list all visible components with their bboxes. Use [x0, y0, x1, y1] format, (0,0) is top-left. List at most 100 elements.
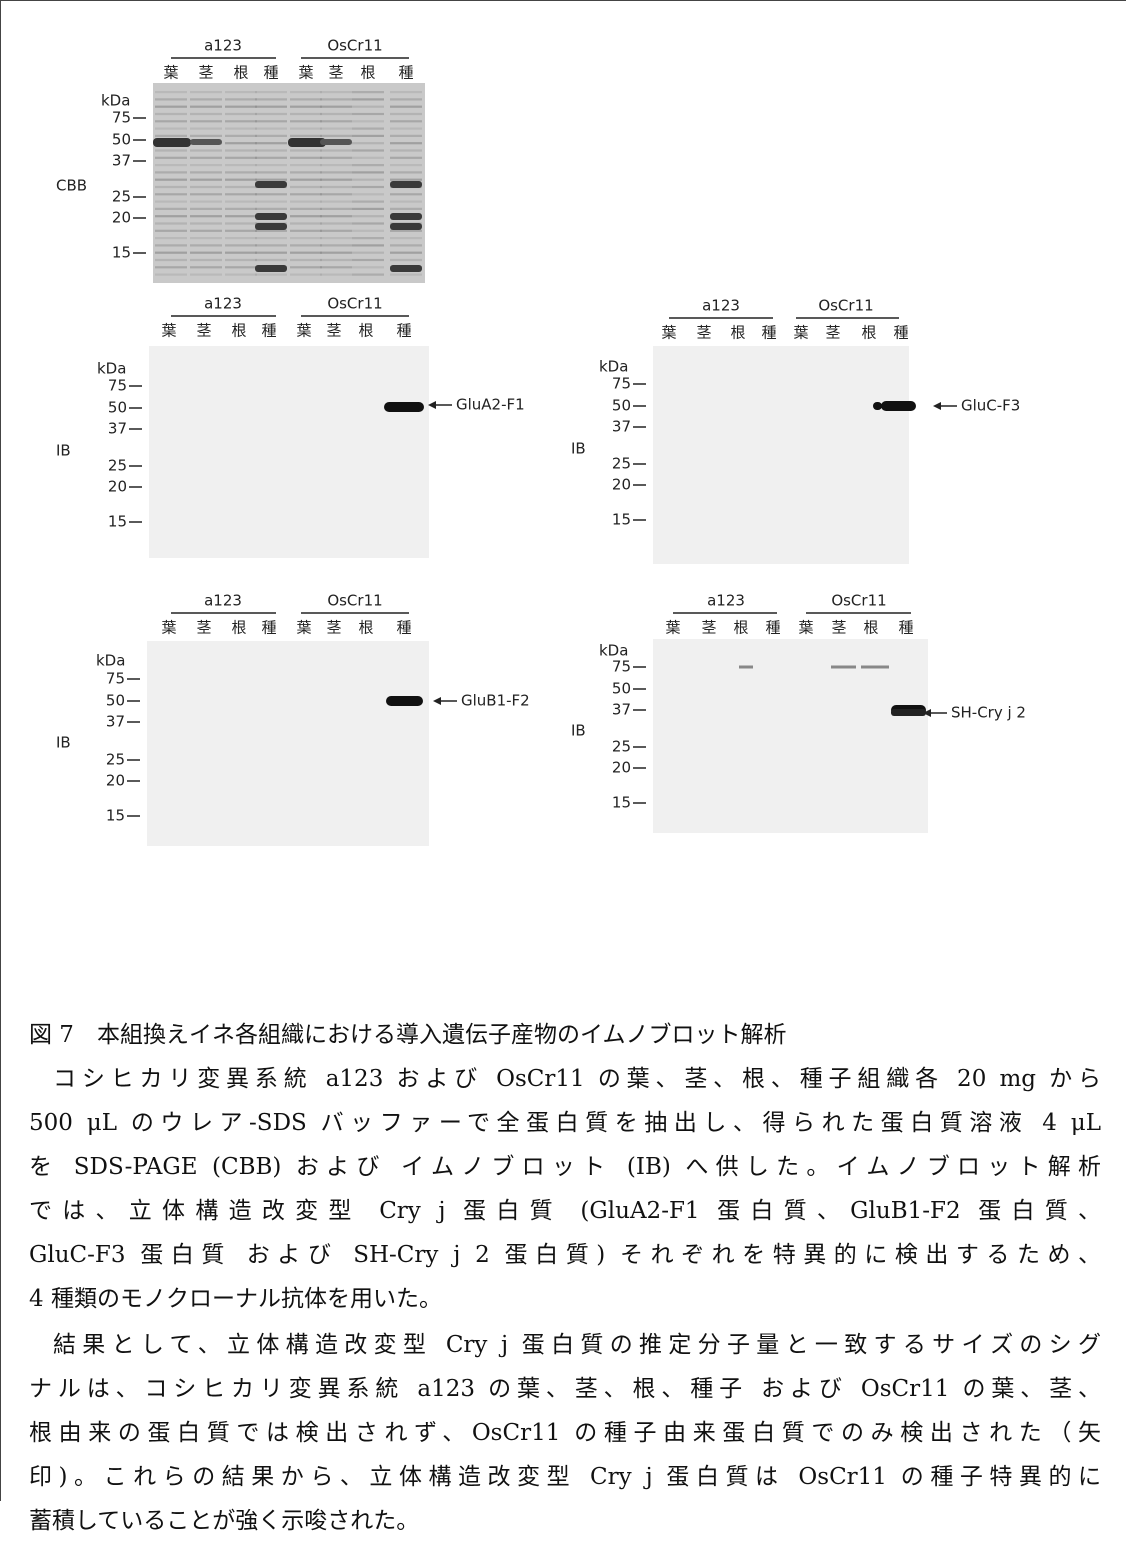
gel-band	[390, 171, 422, 174]
gel-band	[255, 178, 287, 181]
lane-label: 種	[765, 619, 780, 637]
gel-band	[225, 229, 257, 232]
gel-band	[155, 266, 187, 269]
gel-band	[255, 265, 287, 272]
lane-label: 葉	[296, 619, 311, 637]
gel-band	[190, 251, 222, 254]
gel-band	[390, 229, 422, 232]
gel-band	[155, 215, 187, 218]
gel-band	[352, 156, 384, 159]
gel-band	[320, 134, 352, 137]
caption-line: GluC-F3 蛋白質 および SH-Cry j 2 蛋白質) それぞれを特異的…	[29, 1242, 1101, 1268]
gel-band	[290, 127, 322, 130]
gel-band	[390, 164, 422, 167]
gel-band	[352, 142, 384, 145]
gel-band	[290, 222, 322, 225]
lane-label: 茎	[326, 322, 341, 340]
gel-band	[255, 120, 287, 123]
gel-band	[225, 193, 257, 196]
gel-band	[320, 273, 352, 276]
gel-band	[290, 237, 322, 240]
gel-band	[290, 149, 322, 152]
gel-band	[390, 223, 422, 230]
gel-band	[255, 127, 287, 130]
gel-band	[190, 139, 222, 145]
gel-band	[190, 244, 222, 247]
gel-band	[155, 149, 187, 152]
gel-band	[290, 244, 322, 247]
gel-band	[225, 185, 257, 189]
gel-band	[390, 251, 422, 254]
gel-band	[390, 127, 422, 130]
gel-band	[190, 229, 222, 232]
gel-band	[155, 134, 187, 137]
gel-band	[155, 207, 187, 210]
gel-band	[155, 120, 187, 123]
gel-band	[225, 127, 257, 130]
lane-label: 種	[893, 324, 908, 342]
lane-label: 根	[358, 619, 373, 637]
group-label: OsCr11	[327, 37, 382, 55]
gel-band	[155, 171, 187, 174]
gel-band	[290, 273, 322, 276]
gel-band	[225, 112, 257, 116]
gel-band	[155, 193, 187, 196]
gel-band	[255, 273, 287, 276]
marker-label: 37	[112, 152, 131, 170]
gel-band	[290, 266, 322, 269]
gel-band	[290, 178, 322, 181]
gel-band	[155, 229, 187, 232]
gel-band	[320, 185, 352, 189]
gel-band	[352, 98, 384, 101]
gel-band	[290, 200, 322, 203]
gel-band	[255, 134, 287, 137]
lane-label: 茎	[696, 324, 711, 342]
caption: 図 7 本組換えイネ各組織における導入遺伝子産物のイムノブロット解析 コシヒカリ…	[29, 1013, 1101, 1543]
gel-band	[290, 120, 322, 123]
gel-band	[255, 181, 287, 188]
gel-band	[225, 105, 257, 108]
lane-label: 葉	[798, 619, 813, 637]
group-label: a123	[204, 295, 242, 313]
caption-line: ナルは、コシヒカリ変異系統 a123 の葉、茎、根、種子 および OsCr11 …	[29, 1376, 1101, 1402]
marker-label: 20	[108, 478, 127, 496]
gel-band	[352, 229, 384, 232]
gel-band	[225, 120, 257, 123]
gel-band	[390, 244, 422, 247]
gel-band	[390, 112, 422, 116]
gel-band	[390, 181, 422, 188]
lane-label: 根	[231, 322, 246, 340]
gel-band	[390, 105, 422, 108]
gel-band	[352, 193, 384, 196]
lane-label: 種	[261, 322, 276, 340]
gel-band	[320, 127, 352, 130]
gel-band	[320, 200, 352, 203]
gel-band	[155, 98, 187, 101]
lane-label: 種	[761, 324, 776, 342]
marker-label: 20	[112, 209, 131, 227]
gel-band	[255, 98, 287, 101]
caption-line: を SDS-PAGE (CBB) および イムノブロット (IB) へ供した。イ…	[29, 1154, 1101, 1180]
gel-band	[290, 156, 322, 159]
arrow-head	[433, 697, 441, 705]
gel-band	[320, 139, 352, 145]
lane-label: 葉	[296, 322, 311, 340]
gel-band	[320, 237, 352, 240]
gel-band	[190, 164, 222, 167]
gel-band	[190, 207, 222, 210]
blot-band	[831, 665, 856, 669]
gel-band	[320, 207, 352, 210]
group-label: OsCr11	[327, 592, 382, 610]
figure: a123 OsCr11葉茎根種葉茎根種kDa755037252015CBBa123…	[56, 37, 1026, 846]
lane-label: 種	[398, 64, 413, 82]
gel-band	[352, 207, 384, 210]
gel-band	[155, 185, 187, 189]
blot-band	[891, 709, 926, 716]
gel-band	[255, 237, 287, 240]
side-label: CBB	[56, 177, 87, 195]
gel-band	[290, 207, 322, 210]
marker-label: 75	[108, 377, 127, 395]
gel-band	[390, 134, 422, 137]
gel-band	[255, 207, 287, 210]
caption-line: 蓄積していることが強く示唆された。	[29, 1508, 420, 1534]
